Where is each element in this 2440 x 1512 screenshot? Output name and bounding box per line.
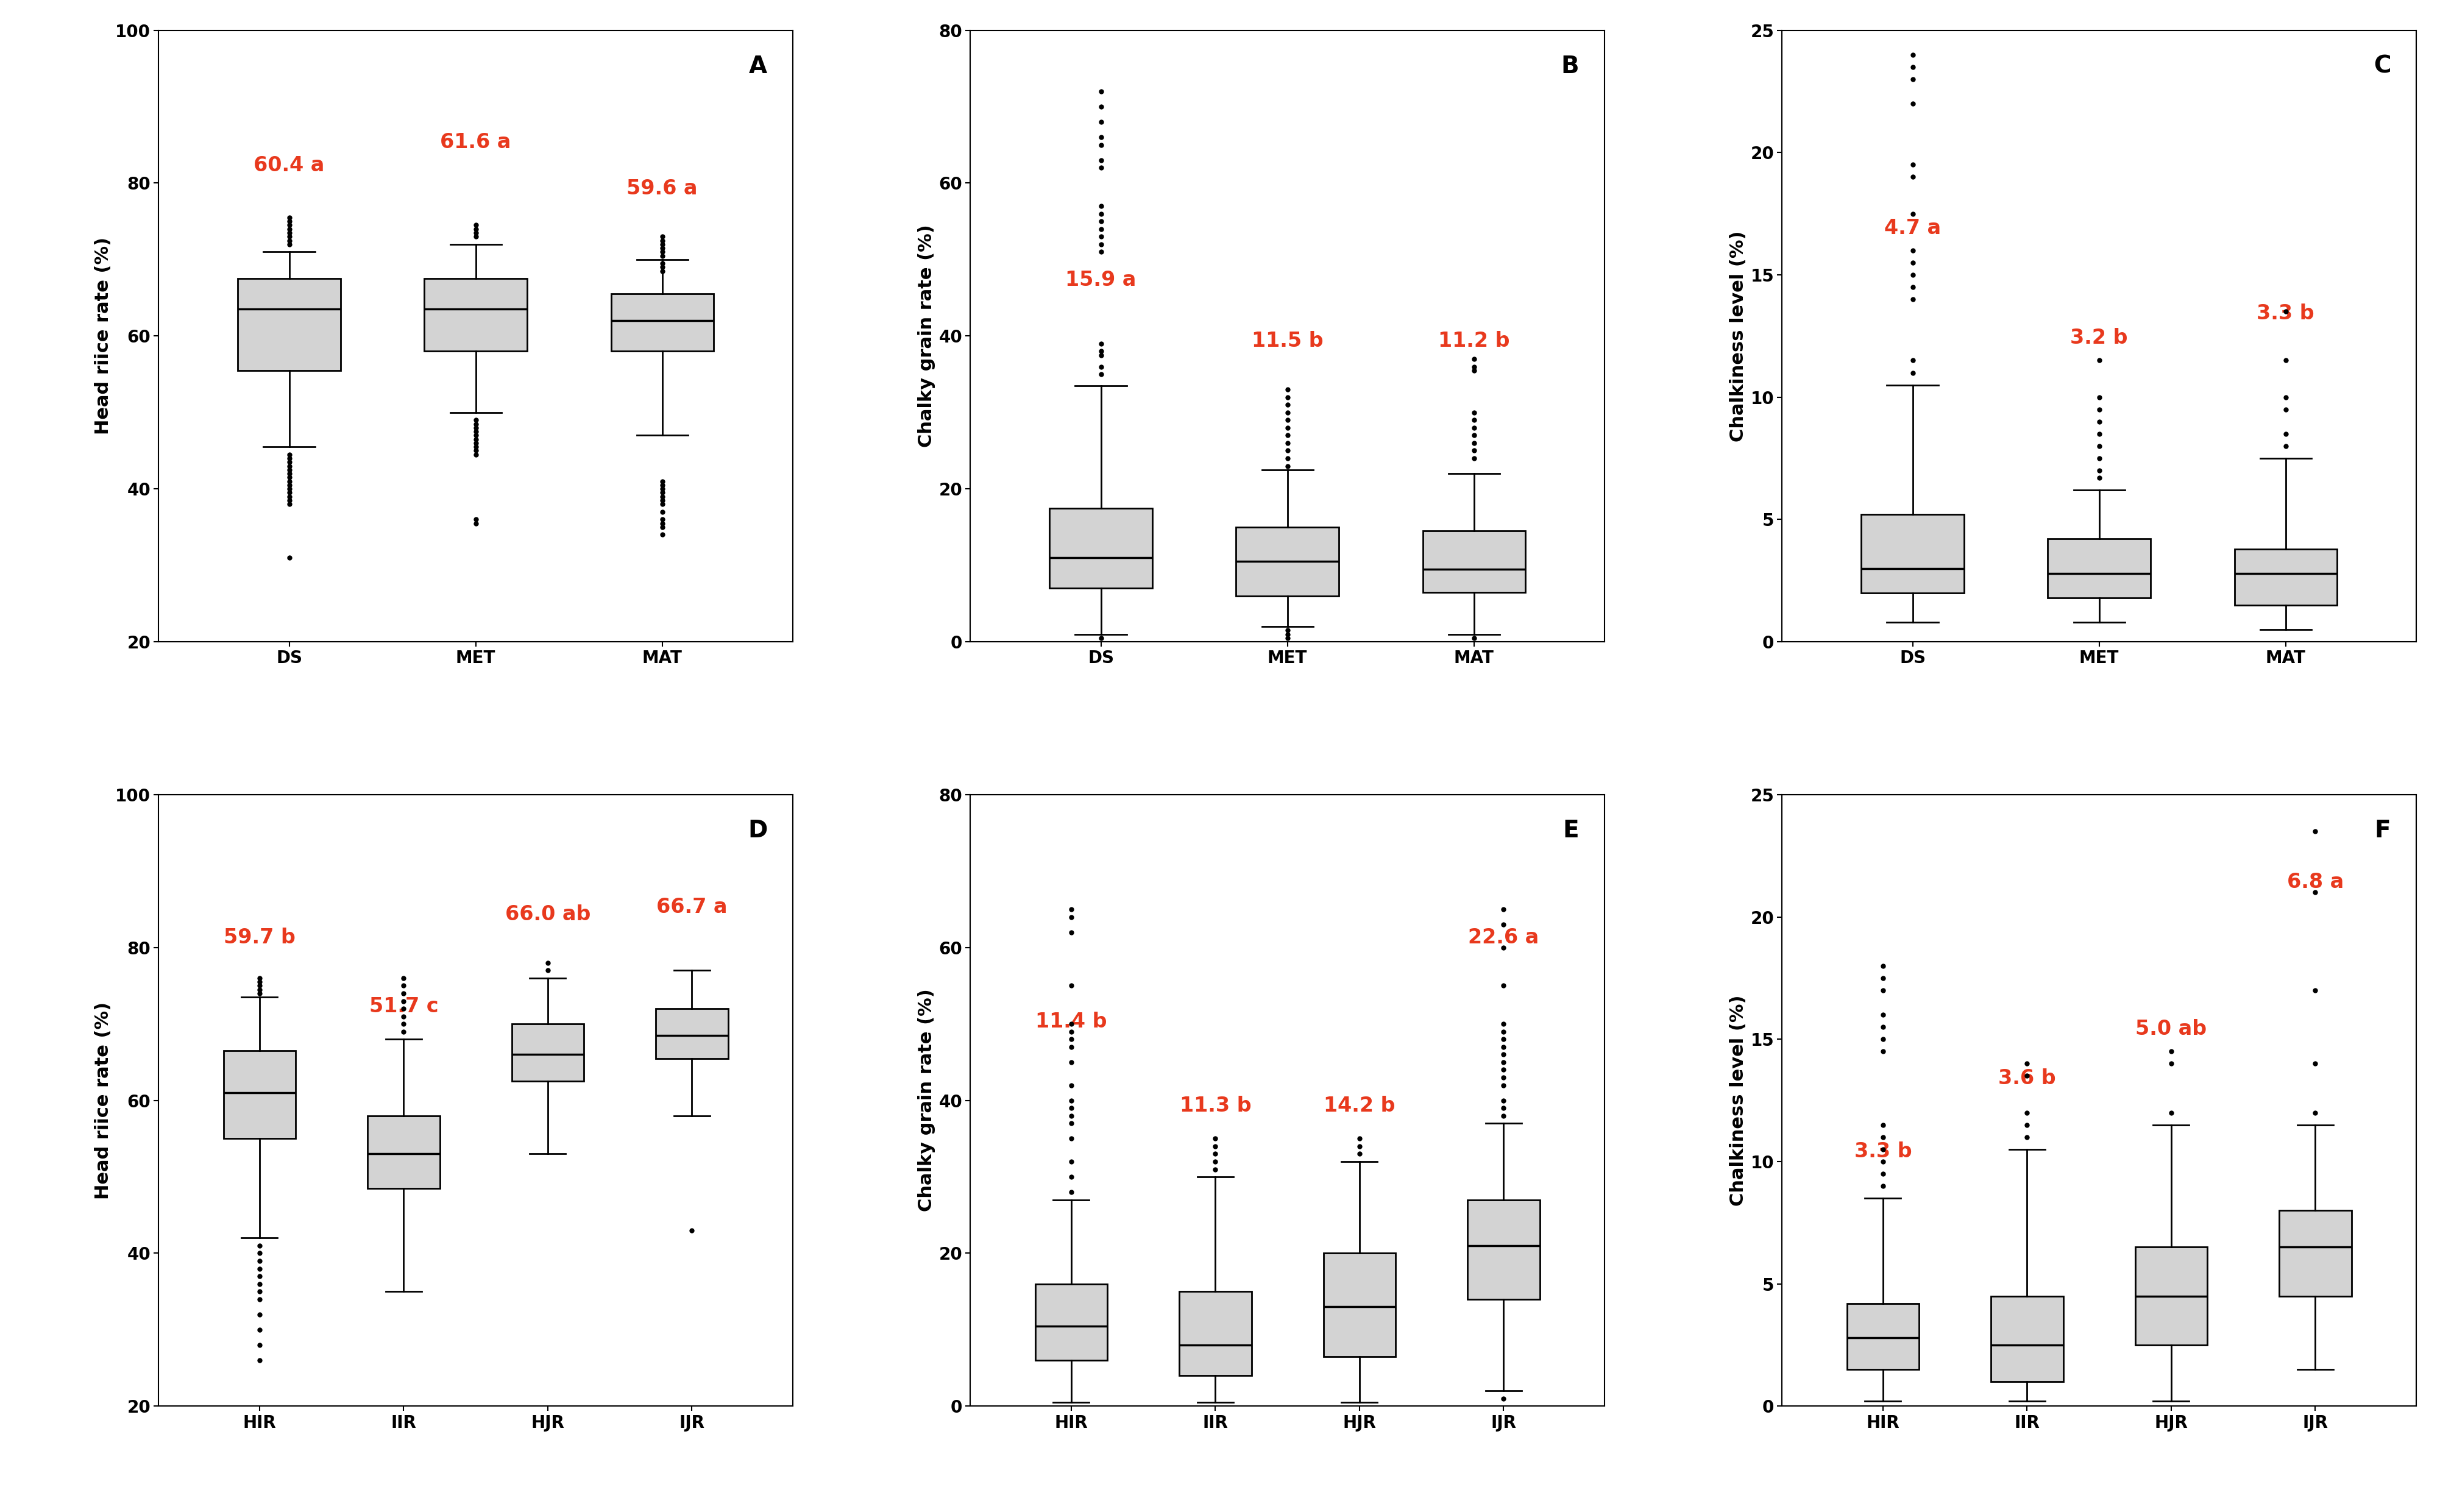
Text: 3.3 b: 3.3 b: [2257, 304, 2313, 324]
PathPatch shape: [224, 1051, 295, 1139]
PathPatch shape: [512, 1024, 583, 1081]
PathPatch shape: [237, 278, 342, 370]
Text: B: B: [1562, 54, 1579, 77]
PathPatch shape: [1862, 514, 1964, 593]
PathPatch shape: [1322, 1253, 1396, 1356]
PathPatch shape: [2135, 1247, 2206, 1346]
Text: 3.2 b: 3.2 b: [2069, 328, 2128, 348]
Text: 59.6 a: 59.6 a: [627, 178, 698, 198]
PathPatch shape: [368, 1116, 439, 1188]
PathPatch shape: [2047, 538, 2150, 597]
Text: 11.5 b: 11.5 b: [1252, 331, 1322, 351]
PathPatch shape: [1035, 1284, 1108, 1361]
Y-axis label: Chalky grain rate (%): Chalky grain rate (%): [917, 989, 935, 1211]
PathPatch shape: [2233, 549, 2338, 605]
Text: 51.7 c: 51.7 c: [368, 996, 439, 1016]
Text: 60.4 a: 60.4 a: [254, 156, 325, 175]
Text: 59.7 b: 59.7 b: [224, 927, 295, 948]
Text: 61.6 a: 61.6 a: [439, 133, 510, 153]
Y-axis label: Head riice rate (%): Head riice rate (%): [95, 237, 112, 435]
PathPatch shape: [1179, 1291, 1252, 1376]
PathPatch shape: [2279, 1211, 2350, 1296]
Y-axis label: Chalky grain rate (%): Chalky grain rate (%): [917, 225, 935, 448]
Text: 4.7 a: 4.7 a: [1884, 218, 1940, 239]
PathPatch shape: [1991, 1296, 2062, 1382]
Text: F: F: [2374, 820, 2391, 842]
PathPatch shape: [1847, 1303, 1918, 1370]
Text: 5.0 ab: 5.0 ab: [2135, 1019, 2206, 1039]
Text: 66.0 ab: 66.0 ab: [505, 904, 590, 924]
PathPatch shape: [1235, 528, 1340, 596]
PathPatch shape: [1423, 531, 1525, 593]
PathPatch shape: [656, 1009, 727, 1058]
Text: D: D: [747, 820, 766, 842]
Text: 22.6 a: 22.6 a: [1469, 927, 1540, 948]
PathPatch shape: [1049, 508, 1152, 588]
Text: 11.4 b: 11.4 b: [1035, 1012, 1108, 1031]
Text: 66.7 a: 66.7 a: [656, 897, 727, 916]
Y-axis label: Chalkiness level (%): Chalkiness level (%): [1730, 995, 1747, 1207]
Text: 15.9 a: 15.9 a: [1066, 271, 1137, 290]
Text: 11.3 b: 11.3 b: [1179, 1096, 1252, 1116]
PathPatch shape: [610, 293, 712, 351]
Y-axis label: Head riice rate (%): Head riice rate (%): [95, 1001, 112, 1199]
Text: 6.8 a: 6.8 a: [2286, 872, 2342, 892]
Y-axis label: Chalkiness level (%): Chalkiness level (%): [1730, 230, 1747, 442]
Text: 3.3 b: 3.3 b: [1854, 1142, 1911, 1161]
Text: 14.2 b: 14.2 b: [1322, 1096, 1396, 1116]
Text: E: E: [1562, 820, 1579, 842]
PathPatch shape: [1466, 1199, 1540, 1299]
Text: A: A: [749, 54, 766, 77]
PathPatch shape: [425, 278, 527, 351]
Text: 11.2 b: 11.2 b: [1437, 331, 1510, 351]
Text: 3.6 b: 3.6 b: [1998, 1067, 2054, 1089]
Text: C: C: [2372, 54, 2391, 77]
